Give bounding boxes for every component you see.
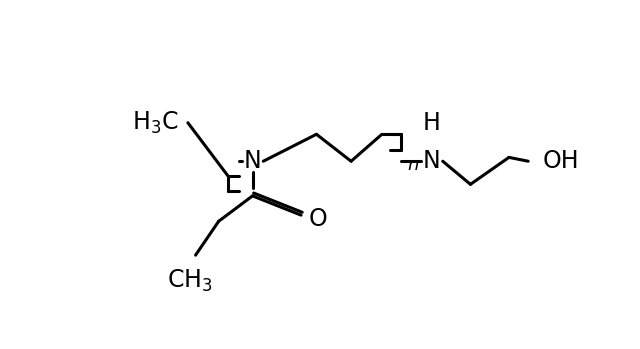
Text: O: O (308, 207, 328, 231)
Text: N: N (244, 149, 261, 173)
Text: N: N (423, 149, 441, 173)
Text: $\mathregular{H_3C}$: $\mathregular{H_3C}$ (131, 110, 178, 136)
Text: $\mathregular{CH_3}$: $\mathregular{CH_3}$ (166, 268, 212, 295)
Text: n: n (407, 156, 419, 174)
Text: H: H (423, 111, 441, 135)
Text: OH: OH (542, 149, 579, 173)
